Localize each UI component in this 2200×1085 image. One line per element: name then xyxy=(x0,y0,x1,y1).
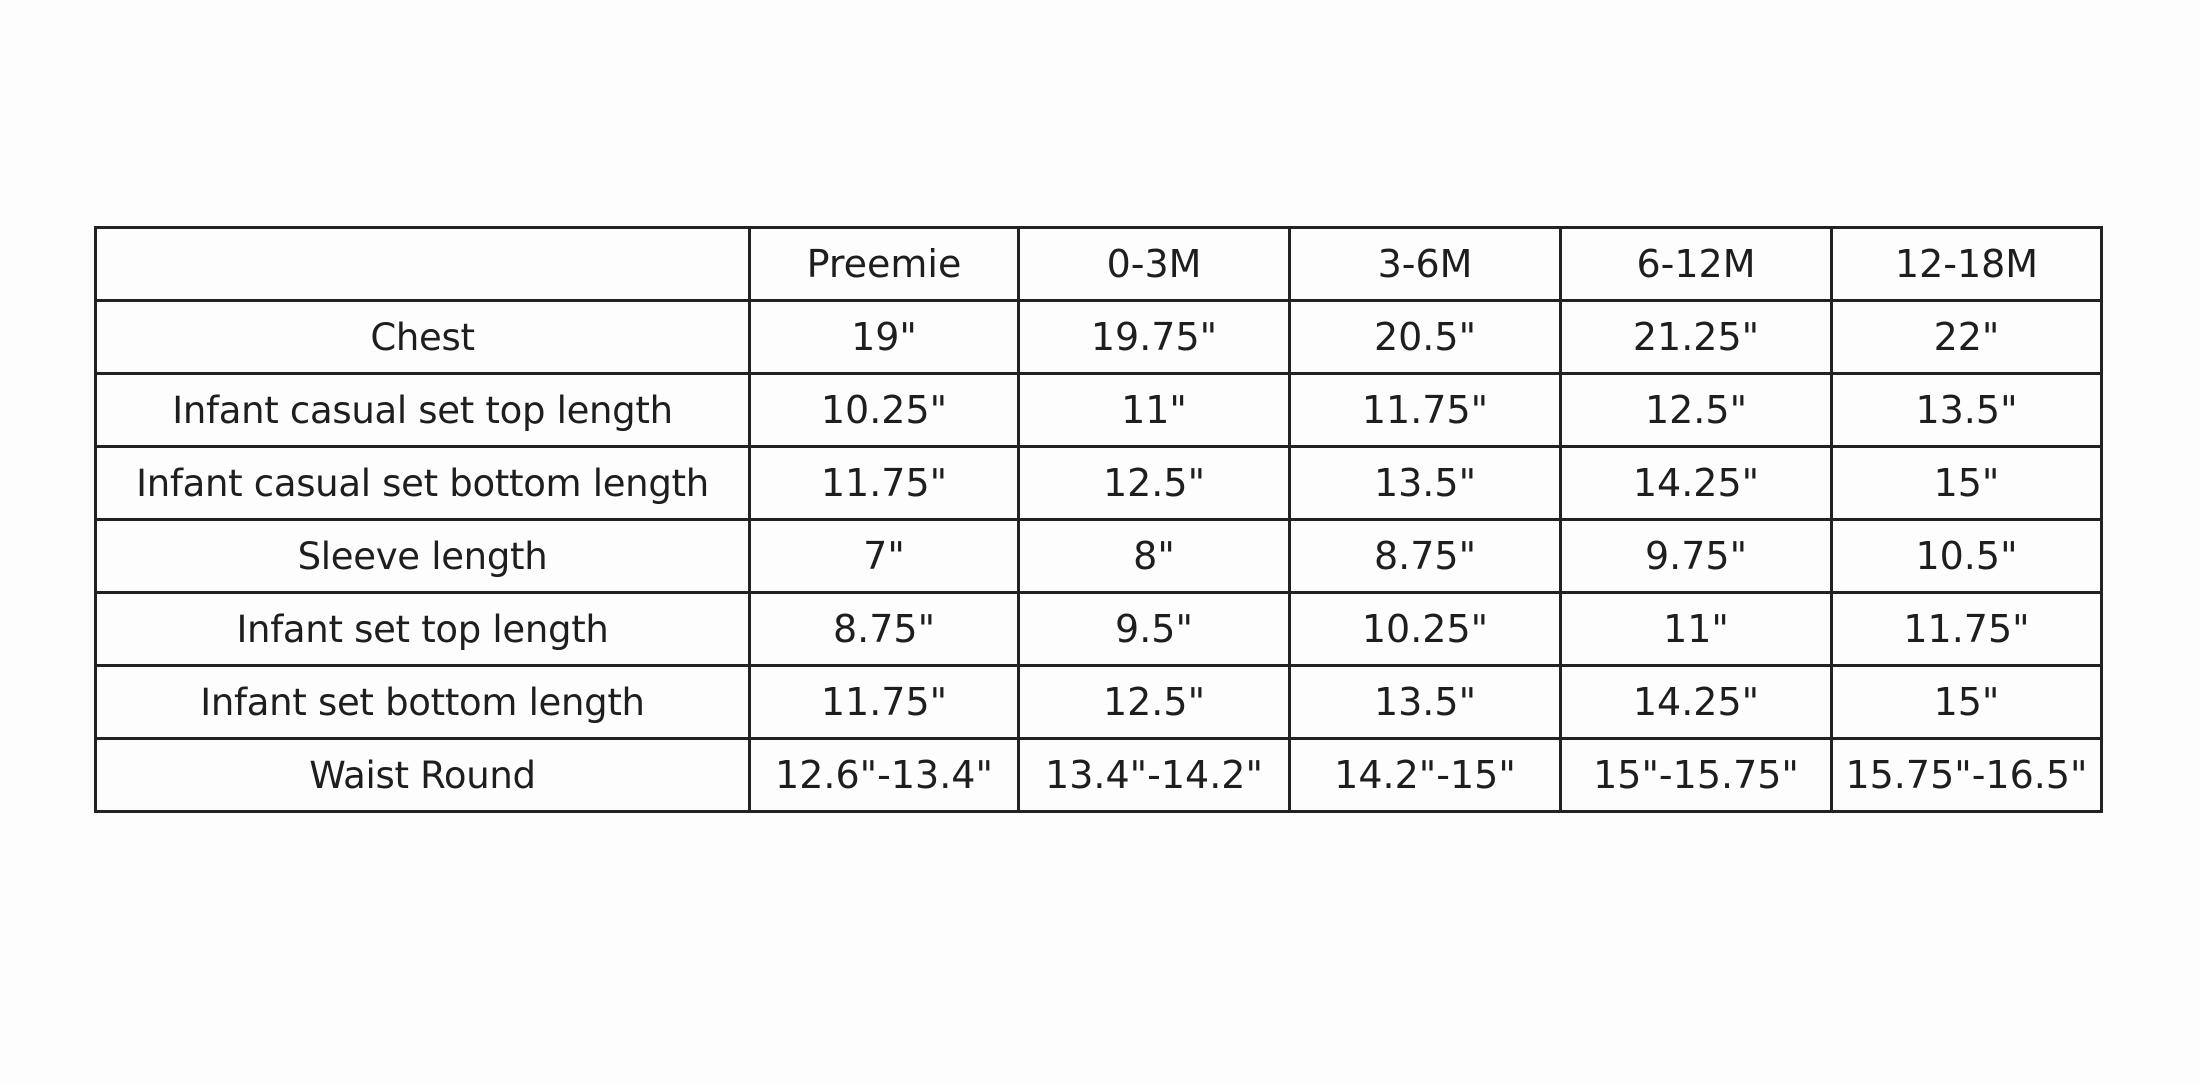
table-row: Infant casual set top length 10.25" 11" 11.… xyxy=(94,372,2103,448)
table-row: Infant set top length 8.75" 9.5" 10.25" 11" 1… xyxy=(94,591,2103,667)
size-table: Preemie 0-3M 3-6M 6-12M 12-18M Chest 19" 19.75… xyxy=(94,226,2103,813)
column-header: 3-6M xyxy=(1288,226,1562,302)
table-row: Waist Round 12.6"-13.4" 13.4"-14.2" 14.2"-1… xyxy=(94,737,2103,813)
table-cell: 15" xyxy=(1830,664,2103,740)
table-cell: 19" xyxy=(748,299,1020,375)
table-cell: 7" xyxy=(748,518,1020,594)
table-cell: 13.5" xyxy=(1288,664,1562,740)
table-cell: 10.25" xyxy=(1288,591,1562,667)
corner-cell xyxy=(94,226,751,302)
table-cell: 14.25" xyxy=(1559,664,1833,740)
table-cell: 9.75" xyxy=(1559,518,1833,594)
table-cell: 21.25" xyxy=(1559,299,1833,375)
table-cell: 13.4"-14.2" xyxy=(1017,737,1291,813)
table-cell: 8" xyxy=(1017,518,1291,594)
table-cell: 14.25" xyxy=(1559,445,1833,521)
row-label: Waist Round xyxy=(94,737,751,813)
row-label: Chest xyxy=(94,299,751,375)
header-row: Preemie 0-3M 3-6M 6-12M 12-18M xyxy=(94,226,2103,302)
table-cell: 14.2"-15" xyxy=(1288,737,1562,813)
row-label: Infant set bottom length xyxy=(94,664,751,740)
table-cell: 15"-15.75" xyxy=(1559,737,1833,813)
table-cell: 20.5" xyxy=(1288,299,1562,375)
table-cell: 8.75" xyxy=(1288,518,1562,594)
table-cell: 19.75" xyxy=(1017,299,1291,375)
table-cell: 12.5" xyxy=(1017,445,1291,521)
table-body: Preemie 0-3M 3-6M 6-12M 12-18M Chest 19" 19.75… xyxy=(94,226,2103,813)
table-cell: 11" xyxy=(1017,372,1291,448)
table-cell: 10.25" xyxy=(748,372,1020,448)
table-cell: 11.75" xyxy=(748,445,1020,521)
column-header: Preemie xyxy=(748,226,1020,302)
table-cell: 10.5" xyxy=(1830,518,2103,594)
table-cell: 9.5" xyxy=(1017,591,1291,667)
table-row: Infant set bottom length 11.75" 12.5" 13.5"… xyxy=(94,664,2103,740)
table-row: Sleeve length 7" 8" 8.75" 9.75" 10.5" xyxy=(94,518,2103,594)
table-row: Infant casual set bottom length 11.75" 12.… xyxy=(94,445,2103,521)
row-label: Sleeve length xyxy=(94,518,751,594)
table-cell: 12.5" xyxy=(1559,372,1833,448)
row-label: Infant set top length xyxy=(94,591,751,667)
column-header: 6-12M xyxy=(1559,226,1833,302)
table-cell: 13.5" xyxy=(1288,445,1562,521)
table-cell: 15.75"-16.5" xyxy=(1830,737,2103,813)
table-cell: 13.5" xyxy=(1830,372,2103,448)
table-cell: 8.75" xyxy=(748,591,1020,667)
row-label: Infant casual set bottom length xyxy=(94,445,751,521)
column-header: 0-3M xyxy=(1017,226,1291,302)
table-cell: 11.75" xyxy=(748,664,1020,740)
table-cell: 11" xyxy=(1559,591,1833,667)
table-cell: 12.6"-13.4" xyxy=(748,737,1020,813)
table-cell: 22" xyxy=(1830,299,2103,375)
table-cell: 15" xyxy=(1830,445,2103,521)
table-cell: 12.5" xyxy=(1017,664,1291,740)
row-label: Infant casual set top length xyxy=(94,372,751,448)
column-header: 12-18M xyxy=(1830,226,2103,302)
table-cell: 11.75" xyxy=(1288,372,1562,448)
table-cell: 11.75" xyxy=(1830,591,2103,667)
table-row: Chest 19" 19.75" 20.5" 21.25" 22" xyxy=(94,299,2103,375)
